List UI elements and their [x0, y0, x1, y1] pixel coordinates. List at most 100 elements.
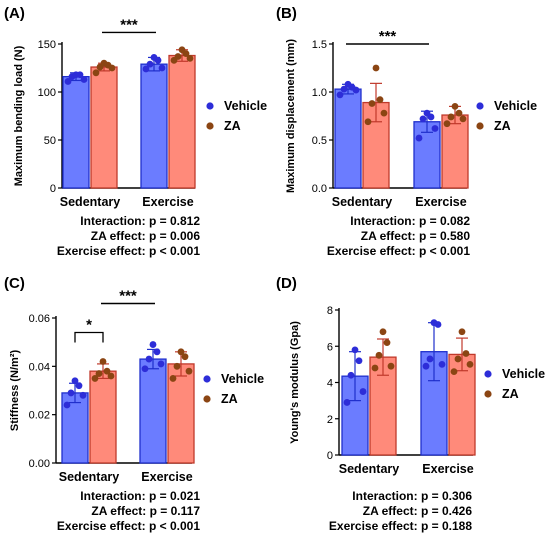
stats-line: ZA effect: p = 0.006 — [91, 229, 201, 243]
panel-label: (B) — [276, 5, 297, 22]
data-point — [178, 46, 186, 54]
data-point — [157, 360, 165, 368]
legend-marker — [476, 102, 484, 110]
data-point — [387, 362, 395, 370]
data-point — [422, 362, 430, 370]
legend-marker — [203, 375, 211, 383]
data-point — [67, 389, 75, 397]
data-point — [462, 350, 470, 357]
data-point — [340, 85, 348, 93]
stats-line: Interaction: p = 0.021 — [80, 489, 200, 503]
data-point — [344, 80, 352, 88]
data-point — [141, 365, 149, 373]
legend-label: Vehicle — [502, 367, 545, 381]
y-tick-label: 1.5 — [312, 39, 327, 51]
category-label: Exercise — [142, 195, 193, 209]
chart-panel-1: (A) 0 50 100 150 Maximum bending load (N) Sede… — [4, 5, 267, 258]
data-point — [419, 115, 427, 123]
y-tick-label: 0 — [327, 450, 333, 462]
data-point — [379, 328, 387, 336]
bar — [441, 114, 469, 189]
legend-marker — [484, 390, 492, 398]
data-point — [347, 371, 355, 379]
legend-label: Vehicle — [494, 99, 537, 113]
data-point — [63, 401, 71, 409]
data-point — [72, 71, 80, 79]
y-tick-label: 0.04 — [29, 361, 50, 373]
data-point — [355, 357, 363, 365]
stats-line: Interaction: p = 0.082 — [350, 214, 470, 228]
data-point — [438, 360, 446, 368]
data-point — [447, 113, 455, 121]
bar — [90, 66, 118, 189]
stats-line: ZA effect: p = 0.117 — [91, 504, 200, 518]
data-point — [153, 348, 161, 356]
panel-label: (D) — [276, 275, 297, 292]
data-point — [80, 76, 88, 83]
data-point — [371, 364, 379, 372]
data-point — [451, 103, 459, 110]
data-point — [185, 367, 193, 375]
data-point — [174, 53, 182, 60]
data-point — [149, 341, 157, 348]
stats-line: Interaction: p = 0.812 — [80, 214, 200, 228]
bar — [334, 88, 362, 189]
data-point — [423, 109, 431, 117]
legend-marker — [203, 395, 211, 403]
data-point — [107, 372, 115, 380]
category-label: Sedentary — [332, 195, 392, 209]
significance-label: *** — [379, 28, 397, 45]
legend-label: Vehicle — [221, 372, 264, 386]
data-point — [426, 355, 434, 363]
data-point — [466, 360, 474, 368]
data-point — [450, 368, 458, 376]
panel-label: (A) — [4, 5, 25, 22]
data-point — [91, 375, 99, 382]
y-axis-label: Young's modulus (Gpa) — [289, 321, 301, 444]
y-tick-label: 0.00 — [29, 458, 50, 470]
legend-marker — [484, 370, 492, 378]
panel-label: (C) — [4, 275, 25, 292]
chart-panel-2: (B) 0.0 0.5 1.0 1.5 Maximum displacement (mm)… — [276, 5, 537, 258]
data-point — [375, 351, 383, 359]
bar — [140, 63, 168, 189]
legend-marker — [476, 122, 484, 130]
legend-label: ZA — [224, 119, 241, 133]
data-point — [100, 59, 108, 67]
data-point — [351, 346, 359, 354]
data-point — [380, 109, 388, 117]
data-point — [443, 120, 451, 128]
category-label: Exercise — [415, 195, 466, 209]
data-point — [103, 367, 111, 375]
data-point — [368, 100, 376, 107]
bar — [89, 370, 117, 464]
data-point — [336, 91, 344, 99]
significance-label: * — [86, 317, 92, 334]
data-point — [145, 355, 153, 363]
significance-label: *** — [119, 288, 137, 305]
y-tick-label: 4 — [327, 378, 333, 390]
bar — [139, 358, 167, 464]
y-tick-label: 150 — [38, 39, 56, 51]
stats-line: Exercise effect: p < 0.001 — [57, 244, 200, 258]
data-point — [173, 362, 181, 370]
y-tick-label: 50 — [44, 135, 56, 147]
y-axis-label: Maximum displacement (mm) — [285, 39, 297, 193]
data-point — [359, 388, 367, 395]
stats-line: Exercise effect: p < 0.001 — [57, 519, 200, 533]
data-point — [146, 60, 154, 68]
data-point — [99, 358, 107, 365]
category-label: Exercise — [422, 462, 473, 476]
y-tick-label: 2 — [327, 414, 333, 426]
data-point — [150, 54, 158, 61]
y-axis-label: Stiffness (N/m²) — [9, 350, 21, 432]
y-tick-label: 8 — [327, 305, 333, 317]
data-point — [458, 328, 466, 336]
stats-line: ZA effect: p = 0.580 — [361, 229, 471, 243]
category-label: Sedentary — [339, 462, 399, 476]
y-tick-label: 0.02 — [29, 410, 50, 422]
data-point — [383, 339, 391, 347]
data-point — [415, 134, 423, 142]
data-point — [454, 355, 462, 363]
